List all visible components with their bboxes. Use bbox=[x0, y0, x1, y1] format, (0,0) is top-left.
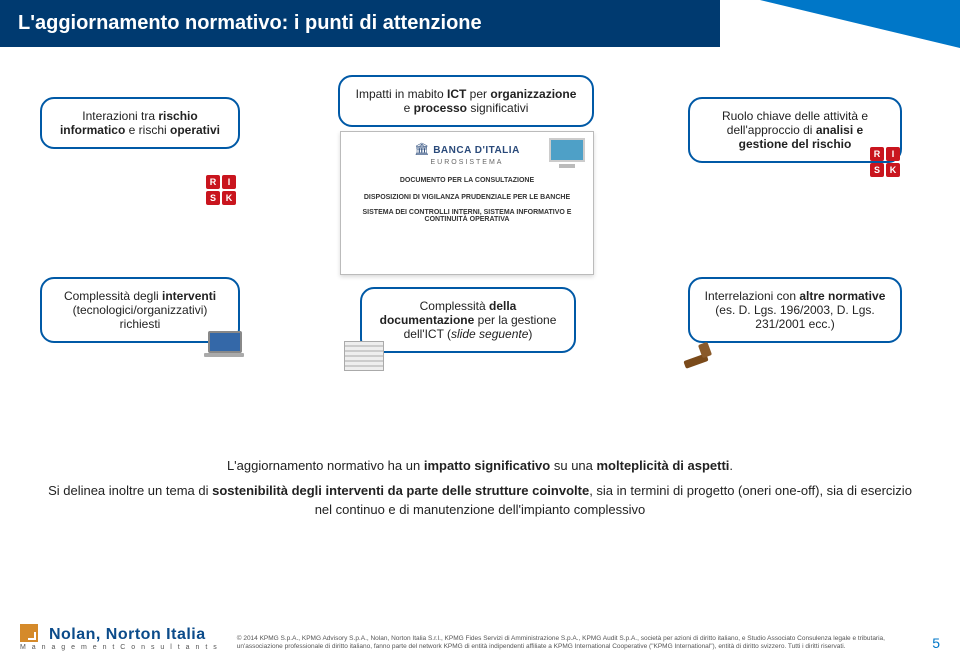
footer: Nolan, Norton Italia M a n a g e m e n t… bbox=[0, 624, 960, 651]
laptop-icon bbox=[204, 331, 244, 362]
center-org-sub: EUROSISTEMA bbox=[431, 159, 504, 166]
node-text: Interrelazioni con altre normative (es. … bbox=[705, 289, 886, 331]
brand-tagline: M a n a g e m e n t C o n s u l t a n t … bbox=[20, 644, 219, 651]
node-risk-interactions: Interazioni tra rischio informatico e ri… bbox=[40, 97, 240, 149]
brand-name: Nolan, Norton Italia bbox=[49, 626, 206, 643]
disclaimer-text: © 2014 KPMG S.p.A., KPMG Advisory S.p.A.… bbox=[237, 635, 914, 651]
center-line1: DOCUMENTO PER LA CONSULTAZIONE bbox=[351, 177, 583, 184]
papers-icon bbox=[344, 341, 384, 376]
summary-line1: L'aggiornamento normativo ha un impatto … bbox=[40, 457, 920, 476]
risk-icon: RISK bbox=[206, 175, 236, 205]
monitor-icon bbox=[549, 138, 585, 170]
node-text: Ruolo chiave delle attività e dell'appro… bbox=[722, 109, 868, 151]
brand-logo: Nolan, Norton Italia M a n a g e m e n t… bbox=[20, 624, 219, 651]
center-document: 🏛 BANCA D'ITALIA EUROSISTEMA DOCUMENTO P… bbox=[340, 131, 594, 275]
diagram-area: Interazioni tra rischio informatico e ri… bbox=[0, 57, 960, 437]
node-ict-impacts: Impatti in mabito ICT per organizzazione… bbox=[338, 75, 594, 127]
center-org-name: BANCA D'ITALIA bbox=[433, 145, 520, 156]
page-title-text: L'aggiornamento normativo: i punti di at… bbox=[18, 12, 482, 34]
node-text: Complessità degli interventi (tecnologic… bbox=[64, 289, 216, 331]
brand-mark-icon bbox=[20, 624, 38, 642]
accent-wedge bbox=[760, 0, 960, 48]
summary-text: L'aggiornamento normativo ha un impatto … bbox=[40, 457, 920, 520]
node-documentation-complexity: Complessità della documentazione per la … bbox=[360, 287, 576, 353]
risk-icon-right: RISK bbox=[870, 147, 900, 177]
summary-line2: Si delinea inoltre un tema di sostenibil… bbox=[40, 482, 920, 520]
node-other-regulations: Interrelazioni con altre normative (es. … bbox=[688, 277, 902, 343]
node-text: Impatti in mabito ICT per organizzazione… bbox=[356, 87, 577, 115]
node-text: Complessità della documentazione per la … bbox=[380, 299, 557, 341]
page-title: L'aggiornamento normativo: i punti di at… bbox=[0, 0, 720, 47]
gavel-icon bbox=[680, 337, 714, 376]
center-line2: DISPOSIZIONI DI VIGILANZA PRUDENZIALE PE… bbox=[351, 194, 583, 201]
page-number: 5 bbox=[932, 635, 940, 651]
center-line3: SISTEMA DEI CONTROLLI INTERNI, SISTEMA I… bbox=[351, 209, 583, 223]
node-text: Interazioni tra rischio informatico e ri… bbox=[60, 109, 220, 137]
